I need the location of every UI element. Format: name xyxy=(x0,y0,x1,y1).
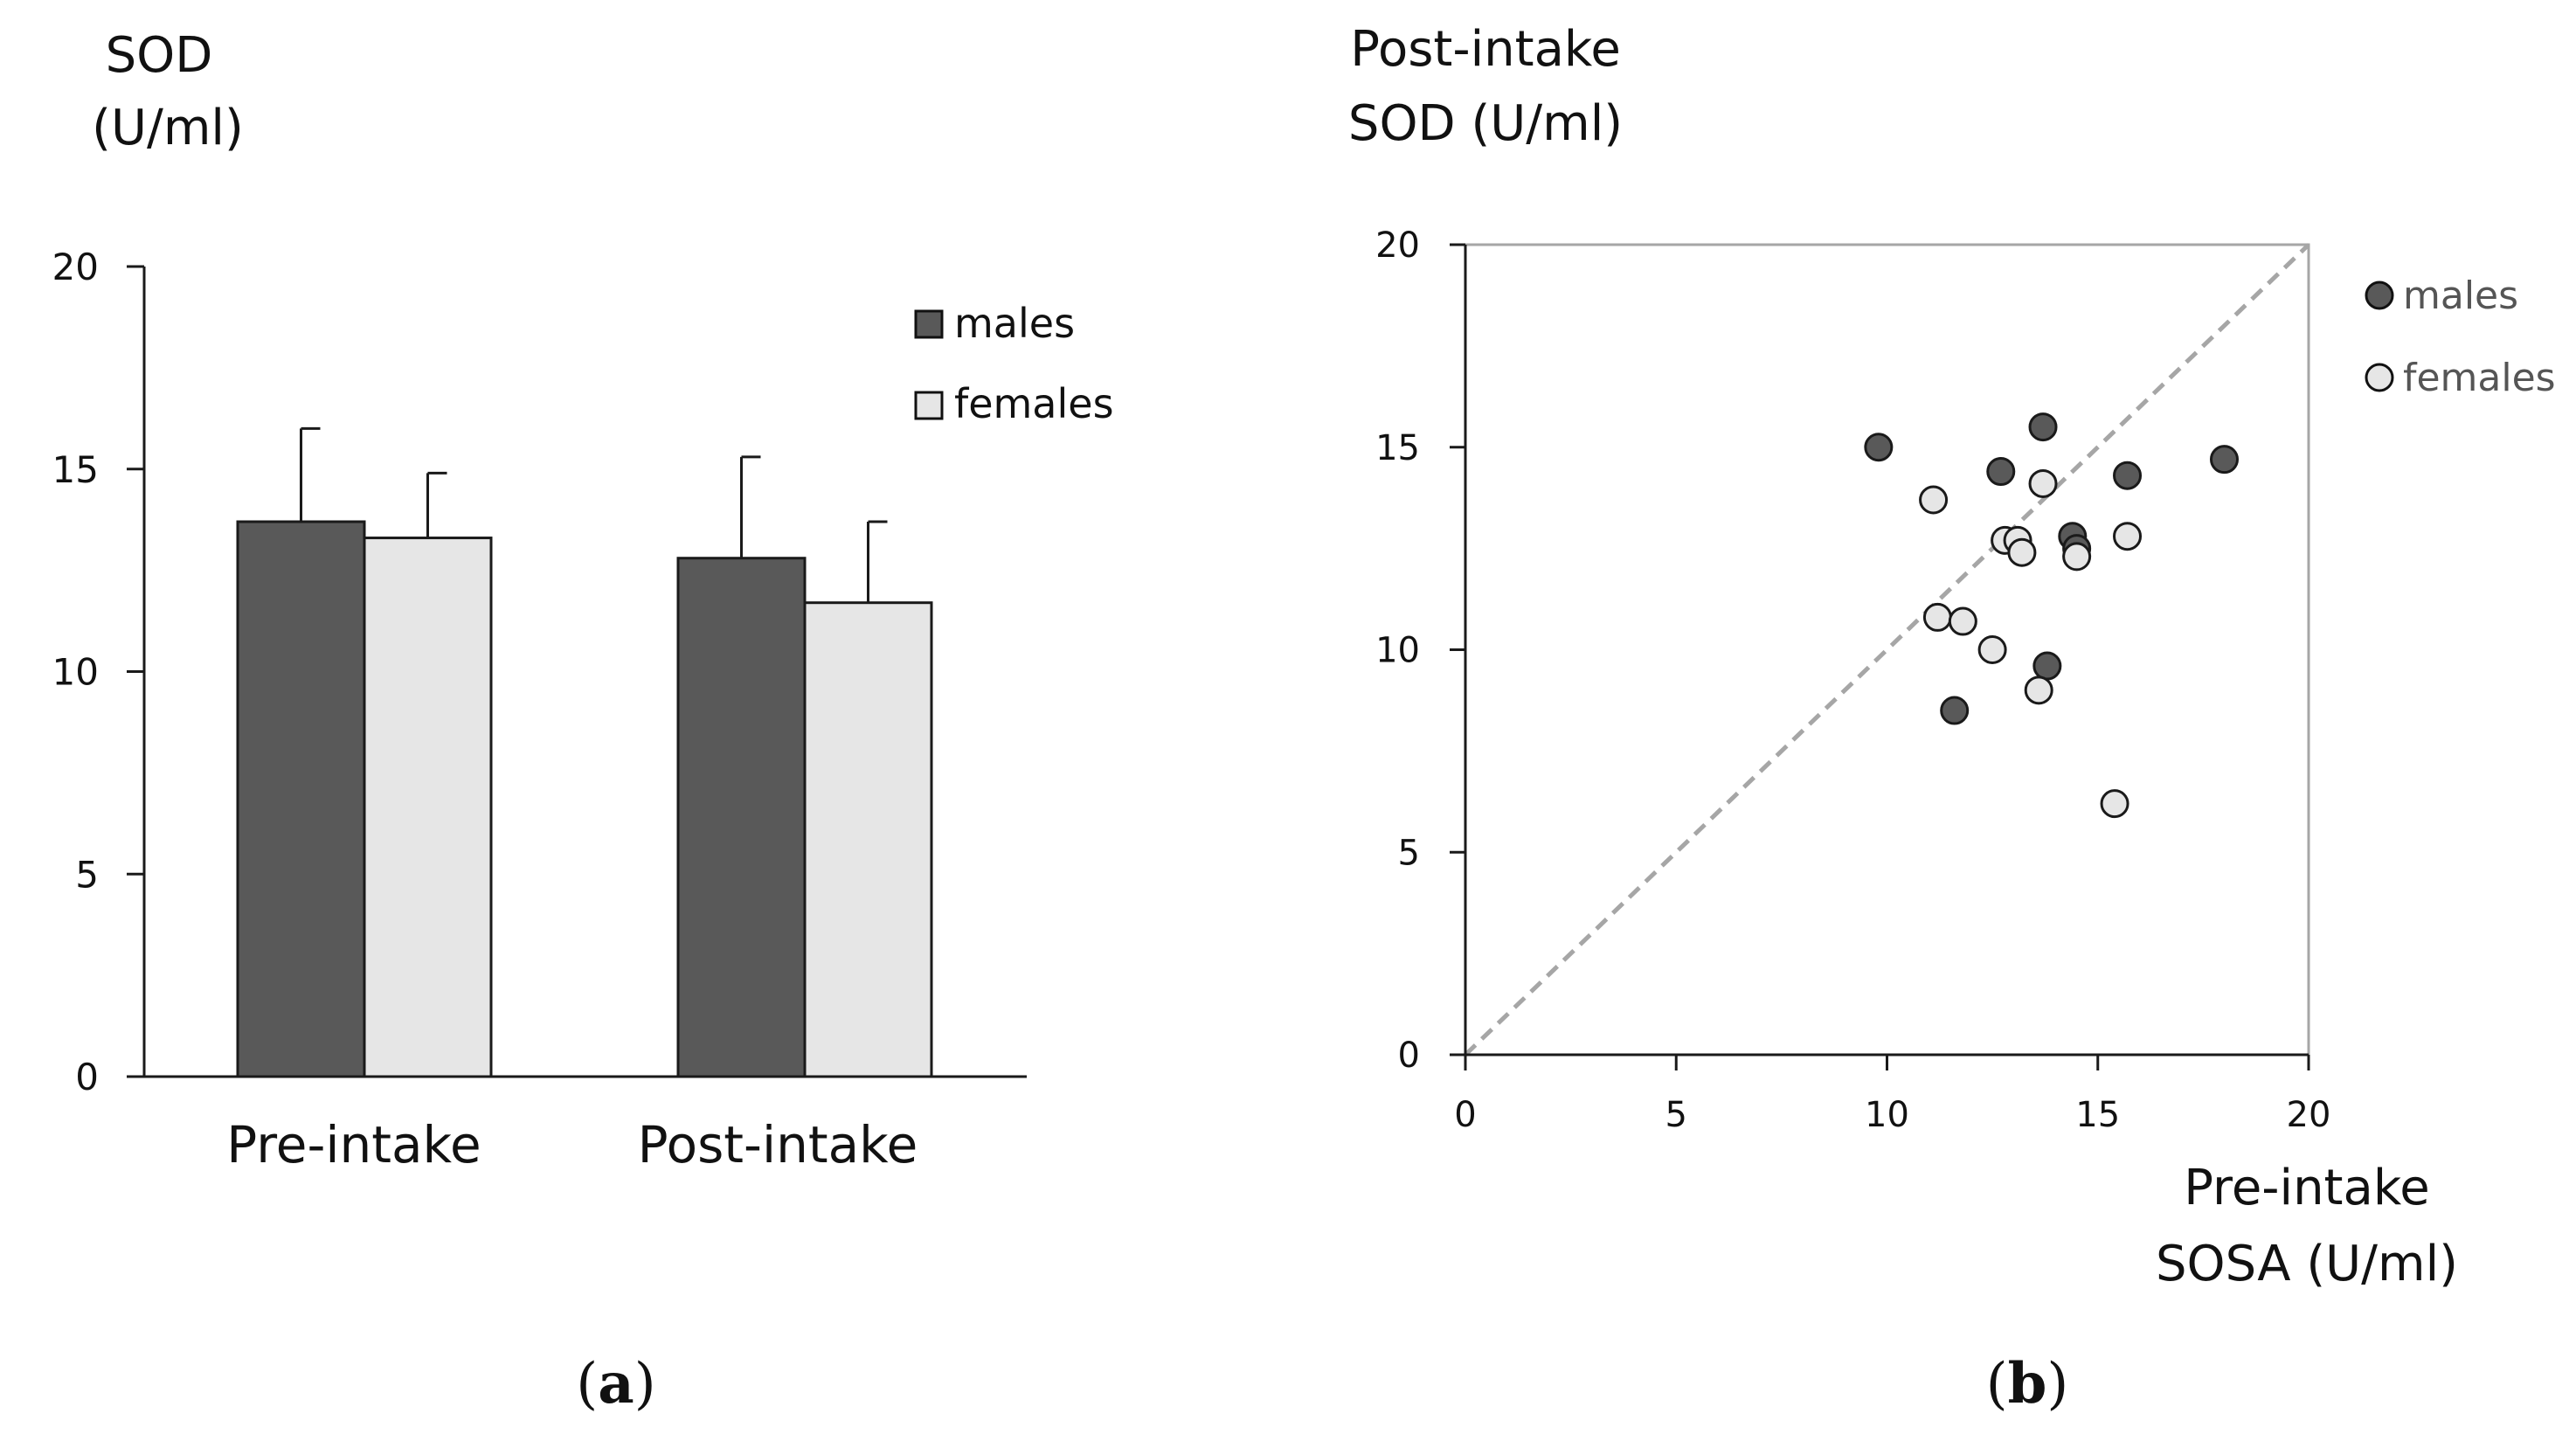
scatter-y-axis-ticks: 0 5 10 15 20 xyxy=(1375,225,1465,1076)
scatter-point-females xyxy=(2024,675,2053,705)
scatter-chart: Post-intake SOD (U/ml) 0 5 10 15 20 0 5 10 15 20… xyxy=(1348,21,2556,1292)
bar-y-tick-label: 15 xyxy=(52,448,99,491)
scatter-point-females xyxy=(2028,468,2058,498)
identity-line xyxy=(1464,243,2310,1057)
legend-label-females: females xyxy=(954,380,1114,427)
scatter-point-females xyxy=(2100,789,2129,819)
scatter-y-tick-label: 20 xyxy=(1375,225,1420,266)
scatter-y-tick-label: 5 xyxy=(1398,833,1420,873)
bar-y-tick-label: 10 xyxy=(52,651,99,694)
scatter-y-tick-label: 10 xyxy=(1375,631,1420,671)
scatter-y-label-line1: Post-intake xyxy=(1350,21,1621,78)
bar-males xyxy=(676,557,807,1078)
scatter-point-males xyxy=(1864,433,1894,462)
scatter-x-label-line2: SOSA (U/ml) xyxy=(2156,1236,2458,1292)
scatter-points xyxy=(1864,412,2239,819)
bar-chart: SOD (U/ml) 0 5 10 15 20 Pre-intake Post-inta… xyxy=(52,27,1114,1174)
legend-swatch-females xyxy=(914,391,944,420)
scatter-point-females xyxy=(1977,635,2007,664)
bar-legend: males females xyxy=(914,300,1114,427)
bar-y-axis-ticks: 0 5 10 15 20 xyxy=(52,246,144,1098)
legend-label-females-scatter: females xyxy=(2403,356,2556,400)
bar-females xyxy=(363,537,493,1078)
scatter-x-tick-label: 10 xyxy=(1865,1095,1909,1135)
bar-chart-title-line2: (U/ml) xyxy=(92,100,244,156)
scatter-point-females xyxy=(1919,485,1949,515)
legend-marker-females xyxy=(2365,363,2394,392)
bar-males xyxy=(236,520,366,1078)
bar-y-tick-label: 20 xyxy=(52,246,99,288)
scatter-x-axis-ticks: 0 5 10 15 20 xyxy=(1454,1055,2330,1135)
scatter-point-males xyxy=(1986,457,2016,487)
scatter-y-tick-label: 0 xyxy=(1398,1036,1420,1076)
scatter-x-tick-label: 5 xyxy=(1665,1095,1687,1135)
legend-swatch-males xyxy=(914,309,944,339)
category-label-post-intake: Post-intake xyxy=(638,1115,918,1174)
bar-series xyxy=(236,426,933,1078)
scatter-point-females xyxy=(2062,542,2092,572)
bar-y-tick-label: 0 xyxy=(75,1056,99,1098)
scatter-point-males xyxy=(2113,461,2143,490)
scatter-point-females xyxy=(2007,537,2037,567)
scatter-x-tick-label: 0 xyxy=(1454,1095,1476,1135)
scatter-point-females xyxy=(1922,602,1952,632)
scatter-legend: males females xyxy=(2365,274,2556,400)
scatter-point-males xyxy=(1940,696,1970,725)
panel-label-a: (a) xyxy=(576,1351,655,1417)
bar-females xyxy=(803,601,933,1078)
scatter-x-tick-label: 15 xyxy=(2075,1095,2120,1135)
scatter-x-label-line1: Pre-intake xyxy=(2184,1160,2429,1216)
scatter-y-label-line2: SOD (U/ml) xyxy=(1348,95,1623,152)
panel-label-b: (b) xyxy=(1986,1351,2069,1417)
scatter-point-males xyxy=(2028,412,2058,442)
legend-marker-males xyxy=(2365,281,2394,310)
legend-label-males-scatter: males xyxy=(2403,274,2518,318)
category-label-pre-intake: Pre-intake xyxy=(226,1115,481,1174)
scatter-point-females xyxy=(2113,522,2143,551)
scatter-point-females xyxy=(1948,606,1977,636)
scatter-y-tick-label: 15 xyxy=(1375,428,1420,468)
scatter-point-males xyxy=(2032,651,2062,681)
scatter-point-males xyxy=(2210,445,2239,475)
legend-label-males: males xyxy=(954,300,1075,347)
scatter-x-tick-label: 20 xyxy=(2287,1095,2331,1135)
bar-chart-title-line1: SOD xyxy=(106,27,213,84)
bar-y-tick-label: 5 xyxy=(75,853,99,896)
